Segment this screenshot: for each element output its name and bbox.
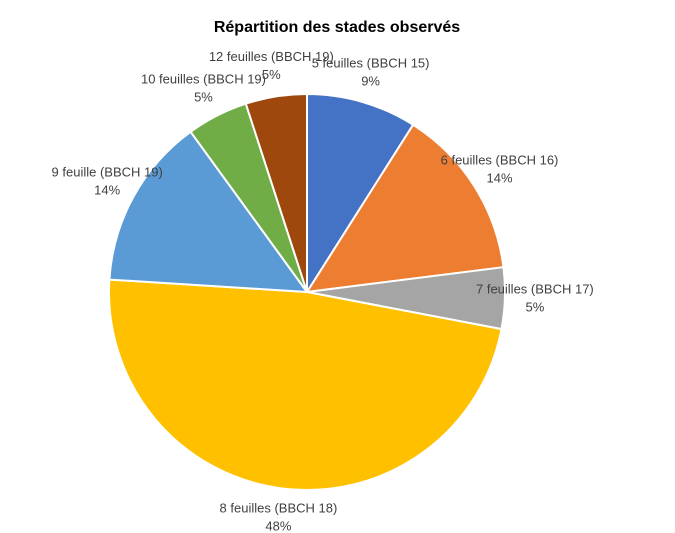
slice-label: 5 feuilles (BBCH 15) [312, 55, 430, 70]
pie-slice [108, 130, 310, 294]
chart-title: Répartition des stades observés [214, 19, 460, 36]
slice-label: 10 feuilles (BBCH 19) [141, 71, 266, 86]
slice-value-label: 9% [361, 73, 380, 88]
slice-value-label: 14% [94, 183, 120, 198]
slice-label: 12 feuilles (BBCH 19) [209, 49, 334, 64]
slice-label: 7 feuilles (BBCH 17) [476, 282, 594, 297]
slice-label: 9 feuille (BBCH 19) [52, 165, 163, 180]
slice-value-label: 5% [194, 89, 213, 104]
slice-value-label: 5% [262, 67, 281, 82]
slice-value-label: 48% [265, 519, 291, 533]
pie-slice [305, 123, 505, 294]
slice-value-label: 5% [525, 300, 544, 315]
pie-slice [306, 92, 415, 296]
slice-value-label: 14% [486, 170, 512, 185]
slice-label: 8 feuilles (BBCH 18) [220, 501, 338, 516]
pie-slice [108, 278, 503, 491]
slice-label: 6 feuilles (BBCH 16) [441, 152, 559, 167]
pie-slice [244, 92, 308, 293]
